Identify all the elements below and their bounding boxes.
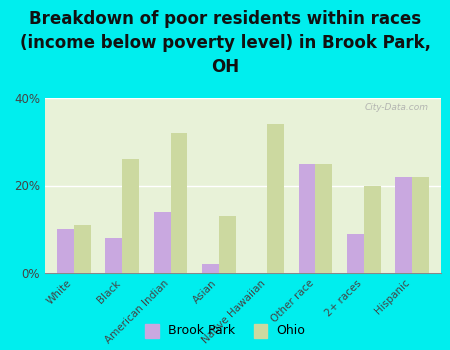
Bar bbox=[153, 212, 171, 273]
Bar bbox=[122, 159, 139, 273]
Text: Breakdown of poor residents within races
(income below poverty level) in Brook P: Breakdown of poor residents within races… bbox=[19, 10, 431, 76]
Bar bbox=[267, 124, 284, 273]
Legend: Brook Park, Ohio: Brook Park, Ohio bbox=[141, 320, 309, 340]
Bar bbox=[57, 229, 74, 273]
Bar bbox=[74, 225, 91, 273]
Bar bbox=[219, 216, 236, 273]
Bar bbox=[298, 164, 315, 273]
Text: City-Data.com: City-Data.com bbox=[365, 103, 429, 112]
Bar bbox=[364, 186, 381, 273]
Bar bbox=[105, 238, 122, 273]
Bar bbox=[347, 234, 364, 273]
Bar bbox=[171, 133, 188, 273]
Bar bbox=[395, 177, 412, 273]
Bar bbox=[412, 177, 429, 273]
Bar bbox=[315, 164, 333, 273]
Bar bbox=[202, 264, 219, 273]
